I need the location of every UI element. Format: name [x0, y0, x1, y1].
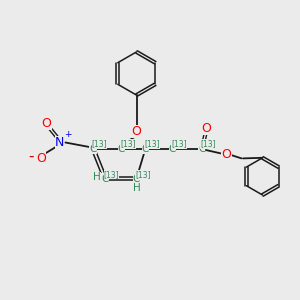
Text: O: O: [132, 125, 141, 138]
Text: C: C: [142, 143, 149, 154]
Text: O: O: [222, 148, 231, 161]
Text: [13]: [13]: [104, 170, 119, 179]
Text: C: C: [118, 143, 125, 154]
Text: C: C: [133, 173, 140, 184]
Text: O: O: [42, 117, 51, 130]
Text: N: N: [55, 136, 64, 149]
Text: O: O: [36, 152, 46, 165]
Text: [13]: [13]: [171, 140, 187, 148]
Text: H: H: [93, 172, 101, 182]
Text: C: C: [101, 173, 109, 184]
Text: [13]: [13]: [135, 170, 151, 179]
Text: H: H: [133, 183, 140, 193]
Text: C: C: [89, 143, 97, 154]
Text: C: C: [169, 143, 176, 154]
Text: [13]: [13]: [200, 140, 216, 148]
Text: -: -: [28, 148, 34, 164]
Text: [13]: [13]: [120, 140, 136, 148]
Text: +: +: [64, 130, 72, 139]
Text: C: C: [198, 143, 205, 154]
Text: [13]: [13]: [144, 140, 160, 148]
Text: [13]: [13]: [92, 140, 107, 148]
Text: O: O: [202, 122, 211, 135]
